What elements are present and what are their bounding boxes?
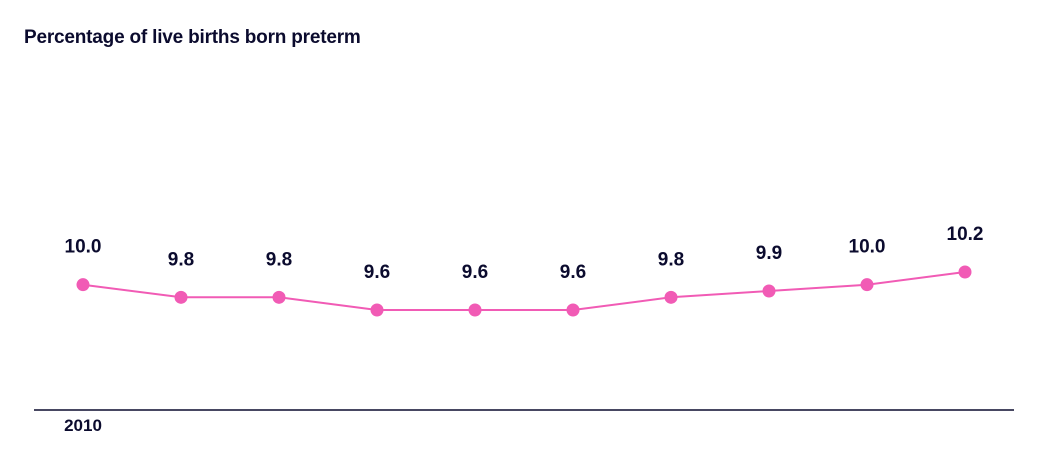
data-label: 9.6 (560, 262, 586, 283)
data-point (762, 284, 776, 298)
data-label: 9.8 (266, 249, 292, 270)
data-label: 9.8 (658, 249, 684, 270)
data-label: 9.9 (756, 243, 782, 264)
data-label: 10.0 (849, 237, 886, 258)
data-point (468, 303, 482, 317)
chart-title: Percentage of live births born preterm (24, 27, 361, 48)
data-label: 10.2 (947, 224, 984, 245)
data-label: 9.6 (462, 262, 488, 283)
data-point (76, 278, 90, 292)
data-label: 9.6 (364, 262, 390, 283)
data-label: 9.8 (168, 249, 194, 270)
data-point (664, 290, 678, 304)
x-tick-label: 2010 (64, 416, 102, 435)
data-point (860, 278, 874, 292)
series-line (82, 271, 966, 311)
data-point (174, 290, 188, 304)
data-label-layer: 10.0 9.8 9.8 9.6 9.6 9.6 9.8 9.9 10.0 10.2 (65, 224, 984, 283)
data-label: 10.0 (65, 237, 102, 258)
x-axis: 2010 (34, 409, 1014, 435)
data-point (370, 303, 384, 317)
data-point (272, 290, 286, 304)
series-layer (76, 265, 972, 317)
data-point (958, 265, 972, 279)
data-point (566, 303, 580, 317)
